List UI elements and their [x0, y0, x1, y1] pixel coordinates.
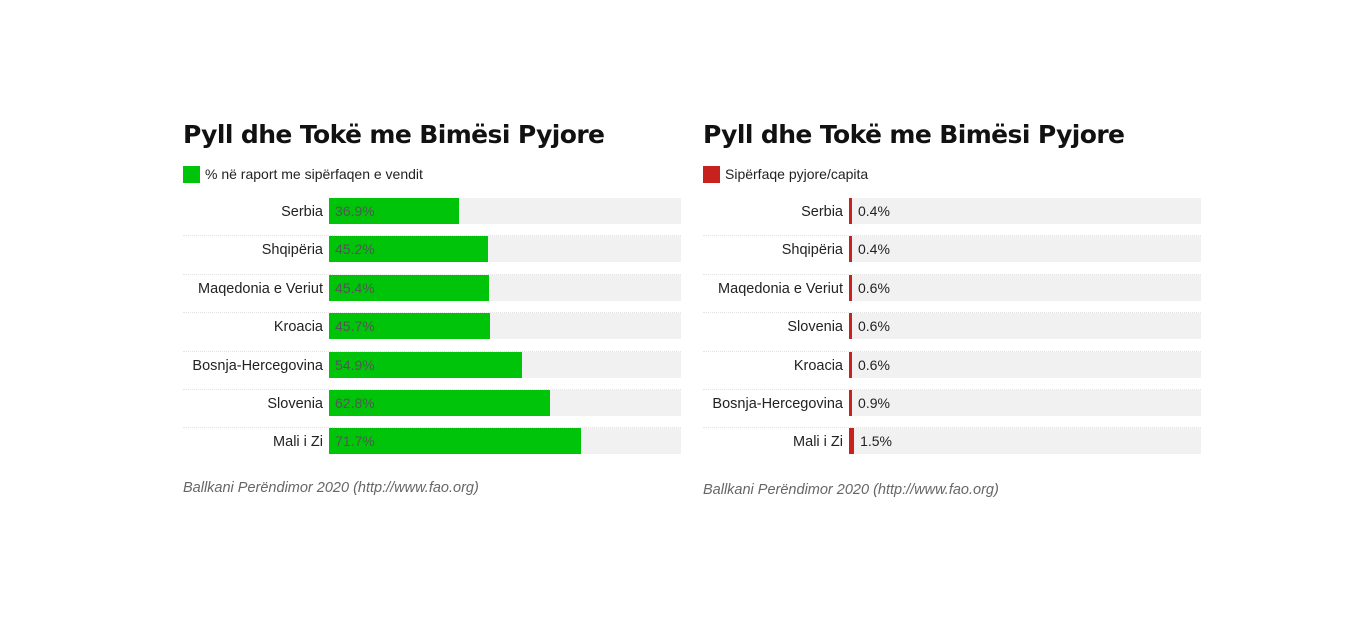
bar-row: Bosnja-Hercegovina 54.9% [183, 351, 681, 390]
bar-track: 45.4% [329, 274, 681, 301]
bar [329, 198, 459, 224]
category-label: Bosnja-Hercegovina [192, 357, 323, 374]
bar-track: 0.6% [849, 313, 1201, 340]
value-label: 45.7% [335, 318, 375, 335]
bar [849, 313, 852, 340]
category-label: Maqedonia e Veriut [198, 280, 323, 297]
bar-row: Maqedonia e Veriut 45.4% [183, 274, 681, 314]
category-label: Kroacia [273, 319, 323, 336]
bar [329, 389, 551, 416]
chart-title: Pyll dhe Tokë me Bimësi Pyjore [183, 120, 605, 149]
bar-row: Kroacia 45.7% [183, 313, 681, 352]
category-label: Slovenia [267, 395, 323, 412]
legend-label: Sipërfaqe pyjore/capita [725, 166, 869, 182]
category-label: Mali i Zi [793, 434, 843, 451]
bar [849, 274, 852, 301]
chart-legend: % në raport me sipërfaqen e vendit [183, 161, 681, 187]
bar-row: Serbia 36.9% [183, 198, 681, 237]
chart-title: Pyll dhe Tokë me Bimësi Pyjore [703, 120, 1125, 149]
bar-track: 0.6% [849, 274, 1201, 301]
bar-row: Mali i Zi 1.5% [703, 428, 1201, 466]
value-label: 45.4% [335, 279, 375, 296]
bar-row: Mali i Zi 71.7% [183, 428, 681, 466]
bar-rows: Serbia 36.9% Shqipëria 45.2% Maqedonia e Ver… [183, 198, 681, 467]
bar-row: Serbia 0.4% [703, 198, 1201, 237]
bar-track: 0.9% [849, 389, 1201, 416]
bar-row: Kroacia 0.6% [703, 351, 1201, 390]
bar-row: Slovenia 0.6% [703, 313, 1201, 352]
bar [849, 428, 855, 455]
chart-legend: Sipërfaqe pyjore/capita [703, 161, 1201, 187]
source-note: Ballkani Perëndimor 2020 (http://www.fao… [703, 482, 999, 498]
bar [849, 389, 853, 416]
category-label: Shqipëria [261, 242, 323, 259]
bar-track: 45.2% [329, 236, 681, 263]
bar [849, 198, 852, 224]
bar [849, 236, 852, 263]
category-label: Bosnja-Hercegovina [712, 395, 843, 412]
bar [329, 313, 490, 340]
bar-row: Bosnja-Hercegovina 0.9% [703, 389, 1201, 429]
value-label: 0.6% [858, 279, 890, 296]
bar-track: 0.4% [849, 198, 1201, 224]
bar [329, 274, 489, 301]
category-label: Kroacia [793, 357, 843, 374]
bar-track: 1.5% [849, 428, 1201, 455]
forest-chart-percent: Pyll dhe Tokë me Bimësi Pyjore % në rapo… [183, 112, 681, 496]
value-label: 0.4% [858, 241, 890, 258]
value-label: 0.6% [858, 356, 890, 373]
value-label: 0.4% [858, 203, 890, 219]
category-label: Maqedonia e Veriut [718, 280, 843, 297]
bar-track: 36.9% [329, 198, 681, 224]
bar-row: Maqedonia e Veriut 0.6% [703, 274, 1201, 314]
bar-track: 54.9% [329, 351, 681, 378]
category-label: Serbia [281, 204, 323, 220]
bar-row: Shqipëria 0.4% [703, 236, 1201, 275]
bar-track: 0.4% [849, 236, 1201, 263]
bar [329, 351, 523, 378]
bar-track: 45.7% [329, 313, 681, 340]
bar-track: 62.8% [329, 389, 681, 416]
bar [329, 236, 489, 263]
category-label: Serbia [801, 204, 843, 220]
category-label: Mali i Zi [273, 434, 323, 451]
category-label: Shqipëria [781, 242, 843, 259]
value-label: 54.9% [335, 356, 375, 373]
value-label: 0.9% [858, 394, 890, 411]
value-label: 0.6% [858, 318, 890, 335]
category-label: Slovenia [787, 319, 843, 336]
value-label: 62.8% [335, 394, 375, 411]
value-label: 71.7% [335, 433, 375, 450]
legend-swatch [703, 165, 720, 183]
bar-row: Slovenia 62.8% [183, 389, 681, 429]
value-label: 1.5% [860, 433, 893, 450]
bar-row: Shqipëria 45.2% [183, 236, 681, 275]
bar [849, 351, 852, 378]
bar [329, 428, 582, 455]
legend-swatch [183, 165, 200, 183]
bar-rows: Serbia 0.4% Shqipëria 0.4% Maqedonia e Veriu… [703, 198, 1201, 467]
bar-track: 71.7% [329, 428, 681, 455]
value-label: 45.2% [335, 241, 375, 258]
legend-label: % në raport me sipërfaqen e vendit [205, 166, 423, 182]
value-label: 36.9% [335, 203, 375, 219]
bar-track: 0.6% [849, 351, 1201, 378]
source-note: Ballkani Perëndimor 2020 (http://www.fao… [183, 480, 479, 496]
forest-chart-per-capita: Pyll dhe Tokë me Bimësi Pyjore Sipërfaqe… [703, 112, 1201, 498]
